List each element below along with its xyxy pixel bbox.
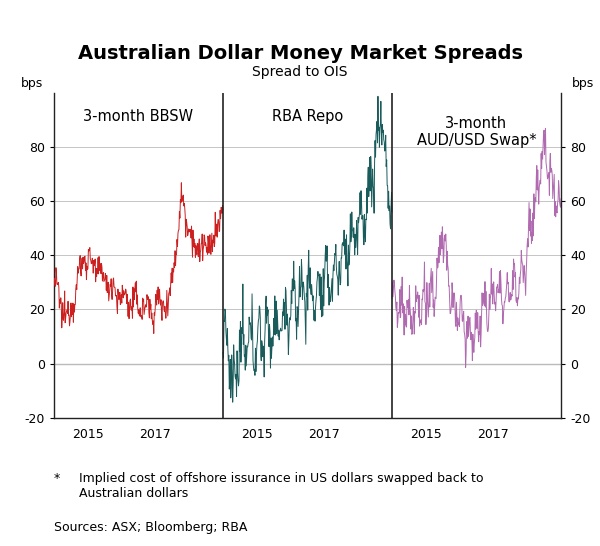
Text: 3-month
AUD/USD Swap*: 3-month AUD/USD Swap* [416,116,536,148]
Text: Sources: ASX; Bloomberg; RBA: Sources: ASX; Bloomberg; RBA [54,521,247,535]
Text: Spread to OIS: Spread to OIS [252,65,348,79]
Text: 3-month BBSW: 3-month BBSW [83,109,194,124]
Text: RBA Repo: RBA Repo [272,109,343,124]
Text: bps: bps [572,76,594,90]
Text: Australian Dollar Money Market Spreads: Australian Dollar Money Market Spreads [77,44,523,63]
Text: Implied cost of offshore issurance in US dollars swapped back to
    Australian : Implied cost of offshore issurance in US… [63,472,484,500]
Text: *: * [54,472,60,485]
Text: bps: bps [21,76,43,90]
